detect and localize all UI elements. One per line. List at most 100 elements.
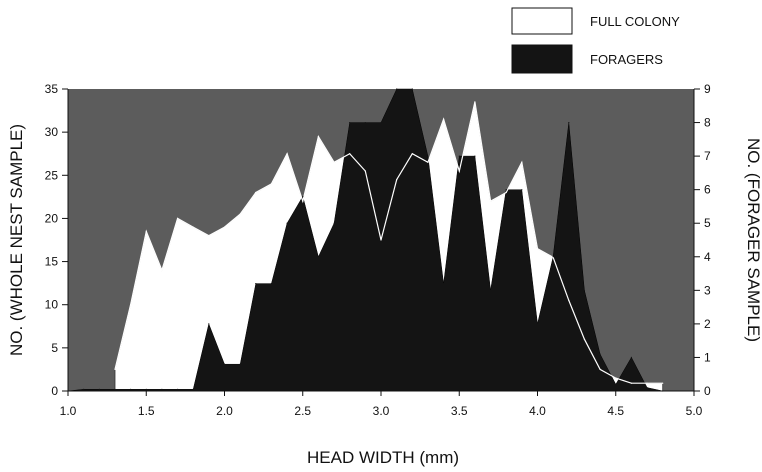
full-colony-point	[192, 226, 194, 228]
full-colony-point	[568, 299, 570, 301]
forager-point	[192, 388, 194, 390]
right-y-tick-label: 0	[704, 384, 711, 398]
forager-point	[599, 353, 601, 355]
full-colony-point	[427, 161, 429, 163]
forager-point	[630, 356, 633, 358]
x-tick-label: 3.0	[373, 404, 390, 418]
x-tick-label: 1.0	[60, 404, 77, 418]
x-tick-label: 5.0	[686, 404, 703, 418]
legend-swatch-full-colony	[511, 7, 573, 35]
full-colony-point	[333, 161, 335, 163]
full-colony-point	[161, 269, 163, 271]
full-colony-point	[208, 235, 210, 237]
forager-point	[130, 388, 132, 390]
full-colony-point	[317, 135, 319, 138]
left-y-tick-label: 35	[45, 82, 59, 96]
forager-point	[333, 222, 335, 224]
forager-point	[270, 283, 272, 285]
forager-point	[364, 122, 366, 124]
full-colony-point	[364, 170, 366, 172]
full-colony-point	[145, 230, 147, 232]
left-y-tick-label: 10	[45, 298, 59, 312]
forager-point	[239, 363, 241, 365]
forager-point	[521, 189, 523, 191]
right-y-tick-label: 4	[704, 250, 711, 264]
full-colony-point	[270, 183, 272, 185]
forager-point	[411, 88, 413, 90]
full-colony-point	[583, 338, 586, 340]
legend-label-full-colony: FULL COLONY	[590, 14, 680, 29]
forager-point	[568, 122, 570, 124]
full-colony-point	[177, 217, 179, 219]
full-colony-point	[599, 368, 601, 370]
x-tick-label: 1.5	[138, 404, 155, 418]
forager-point	[302, 195, 304, 197]
full-colony-point	[615, 377, 617, 379]
full-colony-point	[505, 191, 507, 194]
plot-area	[67, 88, 694, 392]
full-colony-point	[130, 304, 132, 306]
forager-point	[583, 289, 586, 291]
full-colony-point	[490, 200, 492, 202]
full-colony-point	[646, 382, 648, 384]
right-y-tick-label: 2	[704, 317, 711, 331]
forager-point	[458, 155, 460, 157]
forager-point	[114, 388, 116, 390]
forager-point	[208, 323, 210, 325]
forager-point	[536, 323, 539, 325]
axes: 1.0 1.5 2.0 2.5 3.0 3.5 4.0 4.5 5.00510152025303…	[45, 82, 711, 418]
left-y-tick-label: 25	[45, 168, 59, 182]
forager-point	[286, 222, 288, 224]
x-tick-label: 2.5	[294, 404, 311, 418]
forager-point	[380, 122, 382, 124]
full-colony-line	[114, 101, 663, 384]
left-y-tick-label: 30	[45, 125, 59, 139]
x-tick-label: 4.0	[529, 404, 546, 418]
forager-point	[317, 256, 319, 258]
right-y-tick-label: 6	[704, 183, 711, 197]
full-colony-point	[349, 153, 351, 155]
left-y-tick-label: 0	[51, 384, 58, 398]
foragers-area	[67, 88, 663, 392]
right-y-tick-label: 9	[704, 82, 711, 96]
forager-point	[615, 383, 617, 385]
full-colony-point	[286, 153, 288, 155]
forager-point	[145, 388, 147, 390]
forager-point	[349, 122, 351, 124]
forager-point	[474, 155, 476, 157]
forager-point	[177, 388, 179, 390]
left-y-tick-label: 5	[51, 341, 58, 355]
full-colony-point	[380, 239, 382, 241]
full-colony-point	[474, 101, 476, 103]
left-y-axis-title: NO. (WHOLE NEST SAMPLE)	[7, 124, 26, 356]
right-y-tick-label: 3	[704, 283, 711, 297]
forager-point	[552, 256, 554, 258]
legend-label-foragers: FORAGERS	[590, 52, 663, 67]
full-colony-point	[443, 118, 445, 120]
forager-point	[490, 289, 492, 291]
forager-point	[443, 283, 445, 285]
forager-point	[646, 387, 648, 389]
left-y-tick-label: 20	[45, 211, 59, 225]
right-y-axis-title: NO. (FORAGER SAMPLE)	[744, 138, 762, 342]
forager-point	[98, 388, 100, 390]
forager-point	[505, 189, 507, 191]
legend-swatch-foragers	[511, 44, 573, 74]
forager-point	[396, 88, 398, 90]
x-tick-label: 3.5	[451, 404, 468, 418]
legend: FULL COLONY FORAGERS	[511, 7, 680, 74]
left-y-tick-label: 15	[45, 255, 59, 269]
full-colony-point	[662, 382, 664, 384]
right-y-tick-label: 7	[704, 149, 711, 163]
x-tick-label: 4.5	[607, 404, 624, 418]
forager-point	[427, 155, 429, 157]
right-y-tick-label: 8	[704, 116, 711, 130]
right-y-tick-label: 5	[704, 216, 711, 230]
full-colony-point	[396, 179, 398, 181]
forager-point	[223, 363, 226, 365]
full-colony-point	[521, 161, 523, 163]
forager-point	[83, 388, 85, 390]
full-colony-point	[536, 248, 539, 250]
forager-point	[161, 388, 163, 390]
